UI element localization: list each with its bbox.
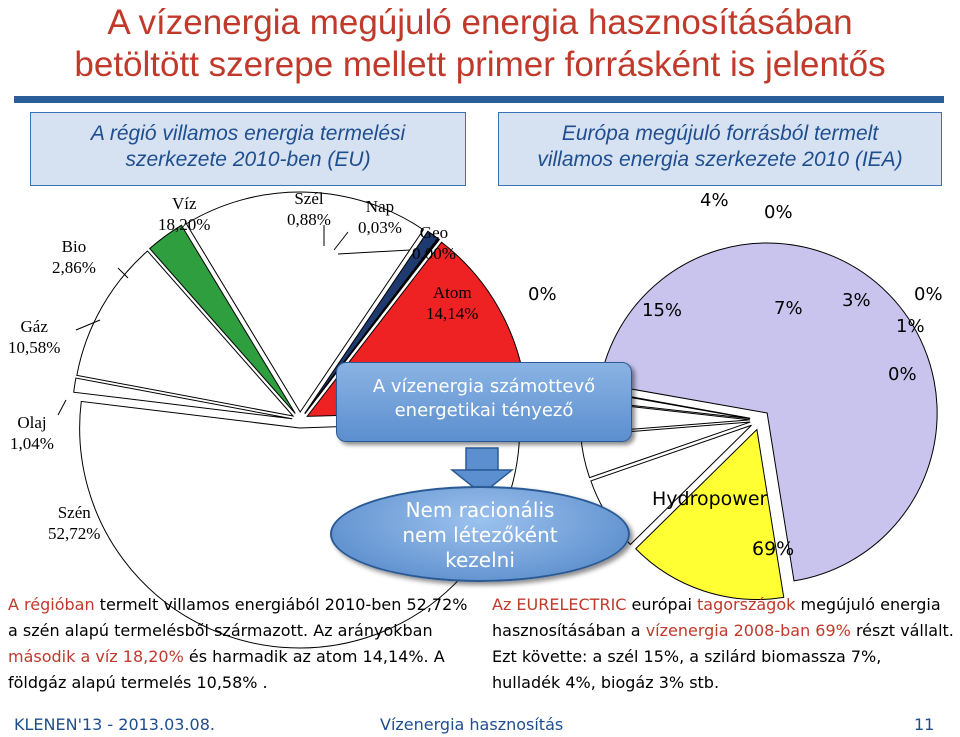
left-header-line-1: A régió villamos energia termelési bbox=[90, 122, 406, 145]
left-leader-lines bbox=[57, 225, 411, 416]
left-text-3: második a víz 18,20% bbox=[8, 647, 184, 666]
label-szen: Szén 52,72% bbox=[48, 502, 100, 544]
pie-slice-rightpie-0 bbox=[599, 242, 938, 582]
rlabel-0-top: 0% bbox=[764, 202, 793, 223]
rlabel-69: 69% bbox=[752, 538, 795, 560]
down-arrow-icon bbox=[449, 447, 515, 495]
label-olaj-value: 1,04% bbox=[10, 434, 54, 453]
label-nap-name: Nap bbox=[365, 197, 395, 216]
pie-slice-leftpie-4 bbox=[185, 191, 425, 413]
label-bio-name: Bio bbox=[61, 237, 87, 256]
rlabel-0-left: 0% bbox=[528, 284, 557, 305]
label-gaz-name: Gáz bbox=[20, 317, 48, 336]
label-szel: Szél 0,88% bbox=[287, 188, 331, 230]
label-szel-name: Szél bbox=[294, 189, 324, 208]
label-szen-name: Szén bbox=[57, 503, 91, 522]
leader-bio bbox=[117, 267, 129, 279]
right-text-6: részt vállalt. Ezt követte: a szél 15%, … bbox=[492, 621, 954, 692]
pie-slice-leftpie-2 bbox=[76, 250, 295, 417]
right-text-2: európai bbox=[626, 595, 698, 614]
label-nap-value: 0,03% bbox=[358, 218, 402, 237]
label-atom-name: Atom bbox=[432, 283, 472, 302]
left-text-1: A régióban bbox=[8, 595, 95, 614]
label-bio-value: 2,86% bbox=[52, 258, 96, 277]
footer-left: KLENEN'13 - 2013.03.08. bbox=[14, 715, 215, 734]
label-szel-value: 0,88% bbox=[287, 210, 331, 229]
label-bio: Bio 2,86% bbox=[52, 236, 96, 278]
page-title: A vízenergia megújuló energia hasznosítá… bbox=[0, 2, 960, 86]
left-text-2: termelt villamos energiából 2010-ben 52,… bbox=[8, 595, 468, 640]
left-text-4: és harmadik az atom 14,14%. A földgáz al… bbox=[8, 647, 445, 692]
right-chart-header: Európa megújuló forrásból termelt villam… bbox=[498, 112, 942, 186]
label-atom: Atom 14,14% bbox=[426, 282, 478, 324]
label-olaj: Olaj 1,04% bbox=[10, 412, 54, 454]
rlabel-3: 3% bbox=[842, 290, 871, 311]
ellipse-line-3: kezelni bbox=[445, 548, 515, 572]
right-text-4: megújuló energia hasznosításában a bbox=[492, 595, 941, 640]
leader-olaj bbox=[57, 399, 67, 416]
right-text-3: tagországok bbox=[697, 595, 796, 614]
pie-slice-leftpie-1 bbox=[73, 377, 293, 420]
right-text-1: Az EURELECTRIC bbox=[492, 595, 627, 614]
label-viz-name: Víz bbox=[171, 194, 197, 213]
right-text-5: vízenergia 2008-ban 69% bbox=[645, 621, 851, 640]
label-viz: Víz 18,20% bbox=[158, 193, 210, 235]
leader-gaz bbox=[75, 319, 101, 331]
ellipse-line-1: Nem racionális bbox=[405, 498, 555, 522]
label-geo-name: Geo bbox=[419, 223, 449, 242]
leader-geo bbox=[337, 249, 411, 255]
pie-slice-leftpie-3 bbox=[149, 224, 296, 414]
rlabel-0-bottom: 0% bbox=[888, 364, 917, 385]
label-atom-value: 14,14% bbox=[426, 304, 479, 323]
left-header-line-2: szerkezete 2010-ben (EU) bbox=[125, 148, 371, 171]
callout-line-1: A vízenergia számottevő bbox=[372, 376, 596, 397]
label-geo: Geo 0,00% bbox=[412, 222, 456, 264]
ellipse-line-2: nem létezőként bbox=[402, 523, 558, 547]
label-gaz-value: 10,58% bbox=[8, 338, 61, 357]
label-geo-value: 0,00% bbox=[412, 244, 456, 263]
left-chart-header: A régió villamos energia termelési szerk… bbox=[30, 112, 466, 186]
pie-slice-rightpie-1 bbox=[635, 428, 785, 600]
rlabel-15: 15% bbox=[642, 300, 683, 321]
title-divider bbox=[14, 96, 944, 103]
right-paragraph: Az EURELECTRIC európai tagországok megúj… bbox=[492, 592, 954, 696]
right-header-line-2: villamos energia szerkezete 2010 (IEA) bbox=[537, 148, 903, 171]
leader-nap bbox=[333, 231, 349, 251]
footer-page-number: 11 bbox=[914, 715, 935, 734]
label-olaj-name: Olaj bbox=[17, 413, 47, 432]
title-line-2: betöltött szerepe mellett primer forrásk… bbox=[74, 45, 886, 84]
label-szen-value: 52,72% bbox=[48, 524, 101, 543]
label-gaz: Gáz 10,58% bbox=[8, 316, 60, 358]
rlabel-0-right: 0% bbox=[914, 284, 943, 305]
right-header-line-1: Európa megújuló forrásból termelt bbox=[561, 122, 879, 145]
label-nap: Nap 0,03% bbox=[358, 196, 402, 238]
ellipse-note: Nem racionális nem létezőként kezelni bbox=[330, 486, 630, 582]
footer-center: Vízenergia hasznosítás bbox=[380, 715, 564, 734]
label-viz-value: 18,20% bbox=[158, 215, 211, 234]
left-paragraph: A régióban termelt villamos energiából 2… bbox=[8, 592, 480, 696]
right-pie-chart bbox=[579, 242, 938, 600]
callout-line-2: energetikai tényező bbox=[394, 400, 574, 421]
rlabel-1: 1% bbox=[896, 316, 925, 337]
rlabel-7: 7% bbox=[774, 298, 803, 319]
rlabel-4: 4% bbox=[700, 190, 729, 211]
title-line-1: A vízenergia megújuló energia hasznosítá… bbox=[107, 3, 853, 42]
callout-box: A vízenergia számottevő energetikai tény… bbox=[336, 362, 632, 442]
rlabel-hydropower: Hydropower bbox=[652, 488, 768, 510]
